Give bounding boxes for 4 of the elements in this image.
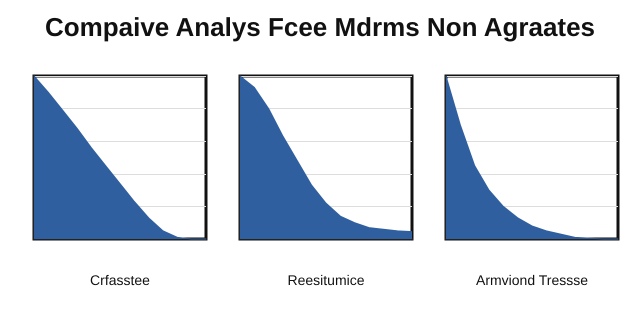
text: Compaive Analys Fcee Mdrms Non Agraates bbox=[44, 12, 596, 43]
x-axis-title: Armviond Tressse bbox=[476, 272, 588, 288]
x-axis-title: Reesitumice bbox=[287, 272, 365, 288]
x-axis-title: Crfasstee bbox=[90, 272, 150, 288]
